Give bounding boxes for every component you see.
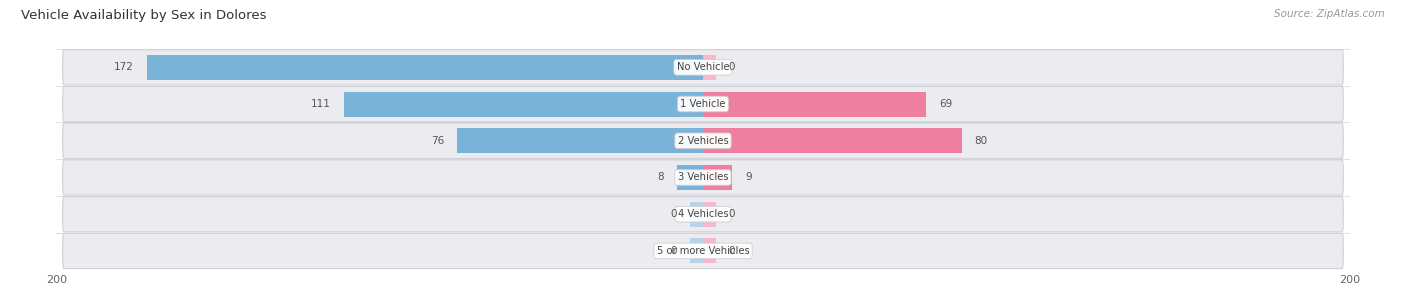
Bar: [457, 128, 703, 153]
FancyBboxPatch shape: [63, 196, 1343, 232]
Bar: [703, 238, 716, 263]
Bar: [703, 128, 962, 153]
Bar: [703, 55, 716, 80]
Text: 69: 69: [939, 99, 952, 109]
FancyBboxPatch shape: [63, 160, 1343, 195]
FancyBboxPatch shape: [63, 86, 1343, 122]
Text: 2 Vehicles: 2 Vehicles: [678, 136, 728, 146]
Text: 111: 111: [311, 99, 332, 109]
Text: 5 or more Vehicles: 5 or more Vehicles: [657, 246, 749, 256]
Text: 0: 0: [671, 246, 678, 256]
Bar: [690, 238, 703, 263]
Text: Vehicle Availability by Sex in Dolores: Vehicle Availability by Sex in Dolores: [21, 9, 267, 22]
Text: Source: ZipAtlas.com: Source: ZipAtlas.com: [1274, 9, 1385, 19]
FancyBboxPatch shape: [63, 233, 1343, 269]
Text: 4 Vehicles: 4 Vehicles: [678, 209, 728, 219]
Text: 0: 0: [728, 209, 735, 219]
Text: 172: 172: [114, 62, 134, 72]
Bar: [344, 91, 703, 117]
Text: No Vehicle: No Vehicle: [676, 62, 730, 72]
Bar: [678, 165, 703, 190]
Text: 80: 80: [974, 136, 988, 146]
Text: 0: 0: [728, 62, 735, 72]
Text: 8: 8: [658, 173, 664, 182]
FancyBboxPatch shape: [63, 50, 1343, 85]
FancyBboxPatch shape: [63, 123, 1343, 159]
Text: 0: 0: [728, 246, 735, 256]
Text: 76: 76: [432, 136, 444, 146]
Bar: [703, 91, 927, 117]
Text: 3 Vehicles: 3 Vehicles: [678, 173, 728, 182]
Text: 0: 0: [671, 209, 678, 219]
Text: 9: 9: [745, 173, 752, 182]
Bar: [703, 165, 733, 190]
Bar: [690, 202, 703, 227]
Bar: [146, 55, 703, 80]
Text: 1 Vehicle: 1 Vehicle: [681, 99, 725, 109]
Bar: [703, 202, 716, 227]
